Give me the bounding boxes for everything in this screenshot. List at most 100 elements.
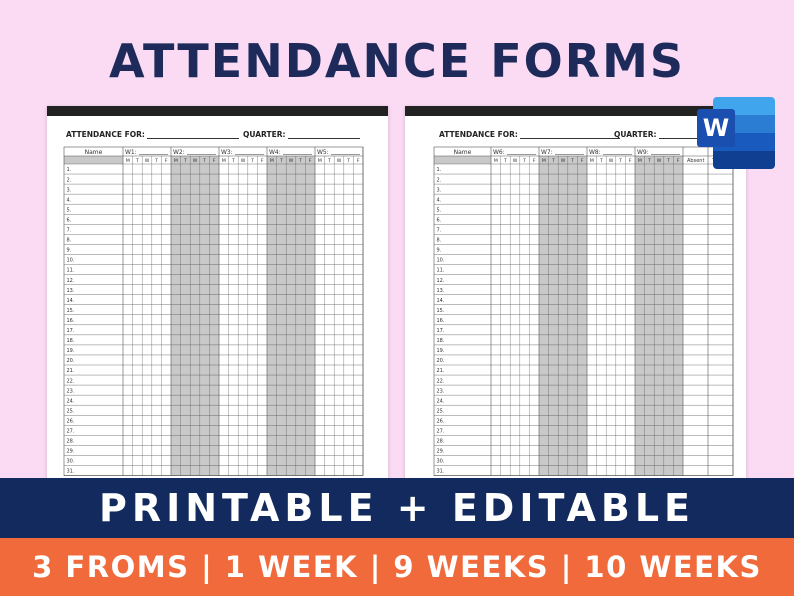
week-label: W7:	[541, 149, 553, 156]
day-label: W	[513, 158, 518, 164]
day-label: T	[666, 158, 670, 164]
day-label: F	[357, 158, 360, 164]
row-number: 29.	[67, 449, 75, 455]
row-number: 14.	[67, 298, 75, 304]
row-number: 30.	[437, 459, 445, 465]
day-label: F	[629, 158, 632, 164]
row-number: 12.	[437, 278, 445, 284]
row-number: 25.	[437, 408, 445, 414]
row-number: 5.	[437, 207, 442, 213]
row-number: 11.	[437, 268, 445, 274]
day-label: M	[126, 158, 130, 164]
day-label: F	[533, 158, 536, 164]
row-number: 1.	[437, 167, 442, 173]
week-shade	[171, 156, 219, 476]
week-label: W2:	[173, 149, 185, 156]
row-number: 20.	[437, 358, 445, 364]
day-label: M	[590, 158, 594, 164]
row-number: 21.	[67, 368, 75, 374]
day-label: W	[609, 158, 614, 164]
row-number: 3.	[67, 187, 72, 193]
row-number: 30.	[67, 459, 75, 465]
day-label: M	[270, 158, 274, 164]
day-label: M	[222, 158, 226, 164]
week-label: W5:	[317, 149, 329, 156]
row-number: 16.	[437, 318, 445, 324]
week-label: W9:	[637, 149, 649, 156]
word-icon: W	[697, 97, 775, 169]
attendance-form-right: ATTENDANCE FOR: QUARTER: W6: M T W T F W7: M T W T…	[405, 106, 746, 486]
week-shade	[539, 156, 587, 476]
attendance-for-label: ATTENDANCE FOR:	[439, 130, 518, 139]
row-number: 13.	[67, 288, 75, 294]
name-header-shade	[434, 156, 491, 164]
row-number: 6.	[67, 217, 72, 223]
row-number: 16.	[67, 318, 75, 324]
day-label: F	[581, 158, 584, 164]
week-label: W3:	[221, 149, 233, 156]
day-label: F	[165, 158, 168, 164]
row-number: 24.	[67, 398, 75, 404]
word-logo-letter: W	[697, 109, 735, 147]
row-number: 9.	[437, 248, 442, 254]
row-number: 2.	[437, 177, 442, 183]
attendance-for-line	[147, 132, 240, 139]
day-label: T	[346, 158, 350, 164]
row-number: 18.	[437, 338, 445, 344]
day-label: W	[657, 158, 662, 164]
row-number: 3.	[437, 187, 442, 193]
row-number: 20.	[67, 358, 75, 364]
day-label: F	[261, 158, 264, 164]
row-number: 13.	[437, 288, 445, 294]
row-number: 31.	[437, 469, 445, 475]
day-label: M	[638, 158, 642, 164]
row-number: 10.	[437, 258, 445, 264]
quarter-field: QUARTER:	[243, 130, 361, 139]
banner-printable-editable: PRINTABLE + EDITABLE	[0, 478, 794, 538]
name-column-header: Name	[454, 149, 472, 156]
day-label: T	[551, 158, 555, 164]
week-label: W1:	[125, 149, 137, 156]
day-label: M	[494, 158, 498, 164]
day-label: T	[135, 158, 139, 164]
day-label: W	[145, 158, 150, 164]
day-label: F	[309, 158, 312, 164]
day-label: T	[279, 158, 283, 164]
day-label: T	[647, 158, 651, 164]
row-number: 8.	[437, 238, 442, 244]
day-label: T	[503, 158, 507, 164]
row-number: 27.	[67, 429, 75, 435]
week-shade	[635, 156, 683, 476]
row-number: 25.	[67, 408, 75, 414]
row-number: 22.	[67, 378, 75, 384]
day-label: T	[231, 158, 235, 164]
row-number: 31.	[67, 469, 75, 475]
row-number: 15.	[437, 308, 445, 314]
row-number: 23.	[437, 388, 445, 394]
row-number: 10.	[67, 258, 75, 264]
row-number: 19.	[437, 348, 445, 354]
row-number: 9.	[67, 248, 72, 254]
attendance-for-field: ATTENDANCE FOR:	[66, 130, 240, 139]
row-number: 4.	[437, 197, 442, 203]
quarter-field: QUARTER:	[614, 130, 720, 139]
day-label: W	[289, 158, 294, 164]
row-number: 17.	[67, 328, 75, 334]
day-label: W	[561, 158, 566, 164]
banner-form-options: 3 FROMS | 1 WEEK | 9 WEEKS | 10 WEEKS	[0, 538, 794, 596]
day-label: F	[677, 158, 680, 164]
row-number: 28.	[437, 439, 445, 445]
attendance-form-left: ATTENDANCE FOR: QUARTER: W1: M T W T F W2: M T W T…	[47, 106, 388, 486]
row-number: 12.	[67, 278, 75, 284]
week-label: W6:	[493, 149, 505, 156]
row-number: 24.	[437, 398, 445, 404]
attendance-for-label: ATTENDANCE FOR:	[66, 130, 145, 139]
row-number: 17.	[437, 328, 445, 334]
attendance-for-field: ATTENDANCE FOR:	[439, 130, 621, 139]
day-label: M	[318, 158, 322, 164]
attendance-grid-left: W1:M T W T FW2:M T W T FW3:M T W T FW4:M T W T FW5:M T W T F…	[63, 146, 364, 476]
day-label: T	[522, 158, 526, 164]
name-header-shade	[64, 156, 123, 164]
day-label: T	[570, 158, 574, 164]
row-number: 29.	[437, 449, 445, 455]
